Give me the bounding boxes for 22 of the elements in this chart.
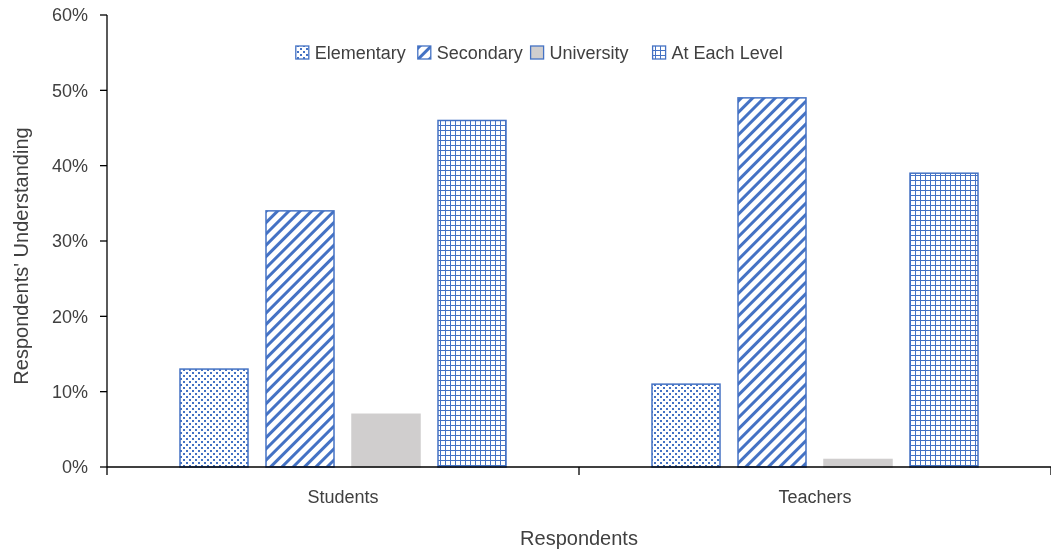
x-tick-label: Teachers	[778, 487, 852, 507]
legend-label: Secondary	[436, 43, 523, 64]
legend-label: University	[549, 43, 629, 64]
bar	[909, 172, 979, 468]
y-tick-label: 60%	[51, 5, 88, 26]
bar	[651, 383, 721, 468]
legend-label: Elementary	[314, 43, 406, 64]
bar	[179, 368, 249, 468]
bar	[351, 413, 421, 468]
y-tick-label: 30%	[51, 231, 88, 252]
x-tick-label: Students	[307, 487, 379, 507]
x-axis-title: Respondents	[520, 527, 638, 549]
bar	[437, 119, 507, 468]
y-tick-label: 20%	[51, 306, 88, 327]
y-tick-label: 10%	[51, 381, 88, 402]
y-axis-title: Respondents' Understanding	[10, 127, 32, 385]
y-tick-label: 40%	[51, 155, 88, 176]
bar	[265, 210, 335, 468]
legend-label: At Each Level	[671, 43, 783, 64]
y-tick-label: 50%	[51, 80, 88, 101]
bar	[737, 97, 807, 468]
y-tick-label: 0%	[61, 457, 88, 478]
